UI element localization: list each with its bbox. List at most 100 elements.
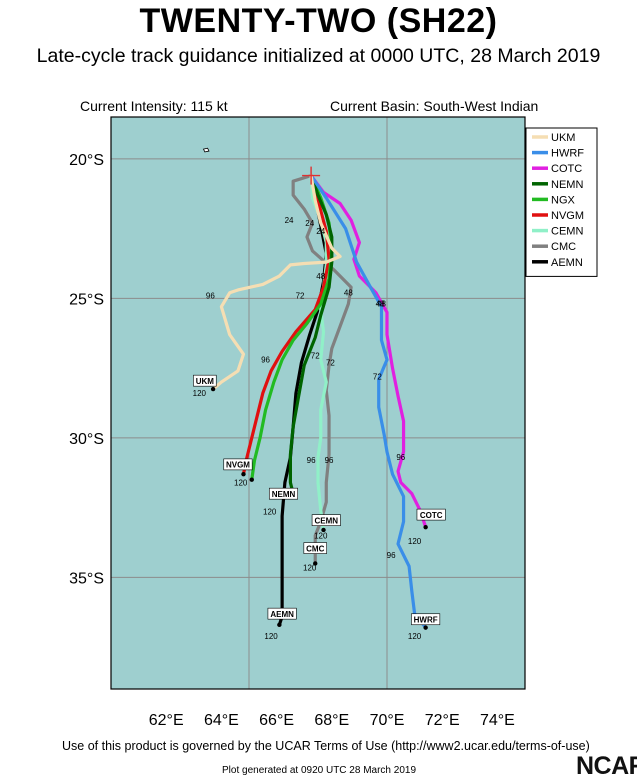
map-islands (202, 147, 210, 153)
hour-label-aemn: 72 (296, 291, 305, 300)
legend-label-hwrf: HWRF (551, 148, 584, 160)
lat-tick-label: 20°S (69, 152, 104, 169)
track-points (210, 386, 428, 630)
track-end-point (249, 477, 254, 482)
end-box-frame (267, 607, 297, 620)
end-box-label: AEMN (270, 610, 294, 619)
end-box-cemn: CEMN (311, 514, 341, 526)
hour-label-aemn: 120 (264, 632, 278, 641)
track-end-point (241, 471, 246, 477)
hour-label-cmc: 96 (325, 456, 334, 465)
hour-label-nemn: 72 (311, 351, 320, 360)
track-end-labels: UKM HWRF COTC NEMN NVGM CEMN CMC AEMN (193, 374, 446, 626)
hour-label-cotc: 48 (377, 300, 386, 309)
lon-tick-label: 64°E (204, 712, 239, 729)
hour-label-ukm: 120 (193, 389, 207, 398)
lon-tick-label: 62°E (149, 712, 184, 729)
end-box-cmc: CMC (303, 542, 327, 554)
end-box-frame (311, 514, 341, 526)
page-subtitle: Late-cycle track guidance initialized at… (36, 45, 601, 67)
end-box-label: CMC (306, 544, 324, 553)
hour-label-cmc: 72 (326, 358, 335, 367)
track-end-point (210, 386, 216, 392)
end-box-nvgm: NVGM (223, 458, 253, 471)
hour-label-ukm: 96 (206, 291, 215, 300)
hour-label-cotc: 120 (408, 537, 422, 546)
hour-label-cotc: 96 (396, 453, 405, 462)
track-end-point (423, 625, 428, 630)
lon-tick-label: 74°E (480, 712, 515, 729)
hour-label-nemn: 120 (263, 508, 277, 517)
lon-tick-label: 66°E (259, 712, 294, 729)
current-basin: Current Basin: South-West Indian (330, 98, 539, 114)
track-aemn (277, 173, 328, 627)
legend-label-nvgm: NVGM (551, 210, 584, 222)
track-cotc (309, 173, 428, 529)
hour-label-cemn: 120 (314, 531, 328, 540)
end-box-frame (411, 613, 441, 626)
lon-tick-label: 70°E (370, 712, 405, 729)
end-box-label: NEMN (272, 490, 296, 499)
lat-tick-label: 25°S (69, 291, 104, 308)
hour-label-hwrf: 96 (387, 551, 396, 560)
end-box-aemn: AEMN (267, 607, 297, 620)
legend-label-cmc: CMC (551, 241, 576, 253)
end-box-frame (223, 458, 253, 471)
end-box-label: HWRF (414, 616, 438, 625)
page-title: TWENTY-TWO (SH22) (139, 2, 498, 40)
model-legend: UKM HWRF COTC NEMN NGX NVGM CEMN CMC AEMN (525, 127, 598, 277)
hour-label-nvgm: 120 (234, 478, 248, 487)
hour-label-cmc: 48 (344, 289, 353, 298)
island-rodrigues (202, 147, 210, 153)
lon-tick-label: 68°E (314, 712, 349, 729)
track-cmc (291, 173, 353, 566)
hour-label-hwrf: 48 (376, 300, 385, 309)
end-box-frame (416, 508, 446, 521)
model-tracks (211, 173, 428, 630)
hour-label-hwrf: 120 (408, 632, 422, 641)
axis-labels: 62°E 64°E 66°E 68°E 70°E 72°E 74°E 20°S 25°S 30°S… (69, 152, 515, 729)
terms-of-use-notice: Use of this product is governed by the U… (62, 739, 590, 753)
lat-tick-label: 35°S (69, 570, 104, 587)
track-end-point (277, 622, 282, 628)
end-box-frame (268, 487, 298, 500)
current-intensity: Current Intensity: 115 kt (80, 98, 228, 114)
track-end-point (423, 524, 428, 530)
hour-label-ngx: 24 (316, 227, 325, 236)
end-box-hwrf: HWRF (411, 613, 441, 626)
track-nemn (288, 173, 334, 496)
hour-label-nemn: 48 (316, 272, 325, 281)
end-box-frame (193, 374, 217, 387)
lat-tick-label: 30°S (69, 431, 104, 448)
forecast-hour-labels: 96 120 48 72 96 120 48 96 120 48 72 120 24 96 120 96 120… (193, 216, 422, 641)
end-box-label: COTC (420, 511, 443, 520)
track-end-point (313, 561, 318, 566)
map-gridlines (111, 117, 525, 689)
hour-label-cmc: 24 (285, 216, 294, 225)
legend-label-ukm: UKM (551, 132, 575, 144)
track-ukm (211, 173, 342, 391)
hour-label-cemn: 96 (307, 456, 316, 465)
end-box-nemn: NEMN (268, 487, 298, 500)
legend-label-cemn: CEMN (551, 226, 583, 238)
storm-position-marker (302, 166, 321, 185)
hour-label-hwrf: 72 (373, 372, 382, 381)
legend-label-ngx: NGX (551, 194, 576, 206)
end-box-cotc: COTC (416, 508, 446, 521)
lon-tick-label: 72°E (425, 712, 460, 729)
plot-generated-timestamp: Plot generated at 0920 UTC 28 March 2019 (222, 765, 417, 776)
track-end-point (321, 527, 326, 533)
legend-label-cotc: COTC (551, 163, 582, 175)
ncar-logo: NCAR (576, 752, 637, 780)
legend-label-nemn: NEMN (551, 179, 583, 191)
hour-label-nvgm: 96 (261, 356, 270, 365)
legend-label-aemn: AEMN (551, 257, 583, 269)
hour-label-cmc: 120 (303, 563, 317, 572)
end-box-label: NVGM (226, 461, 250, 470)
end-box-label: CEMN (314, 516, 338, 525)
end-box-label: UKM (196, 377, 215, 386)
end-box-ukm: UKM (193, 374, 217, 387)
track-hwrf (309, 173, 428, 630)
map-frame (110, 116, 526, 690)
